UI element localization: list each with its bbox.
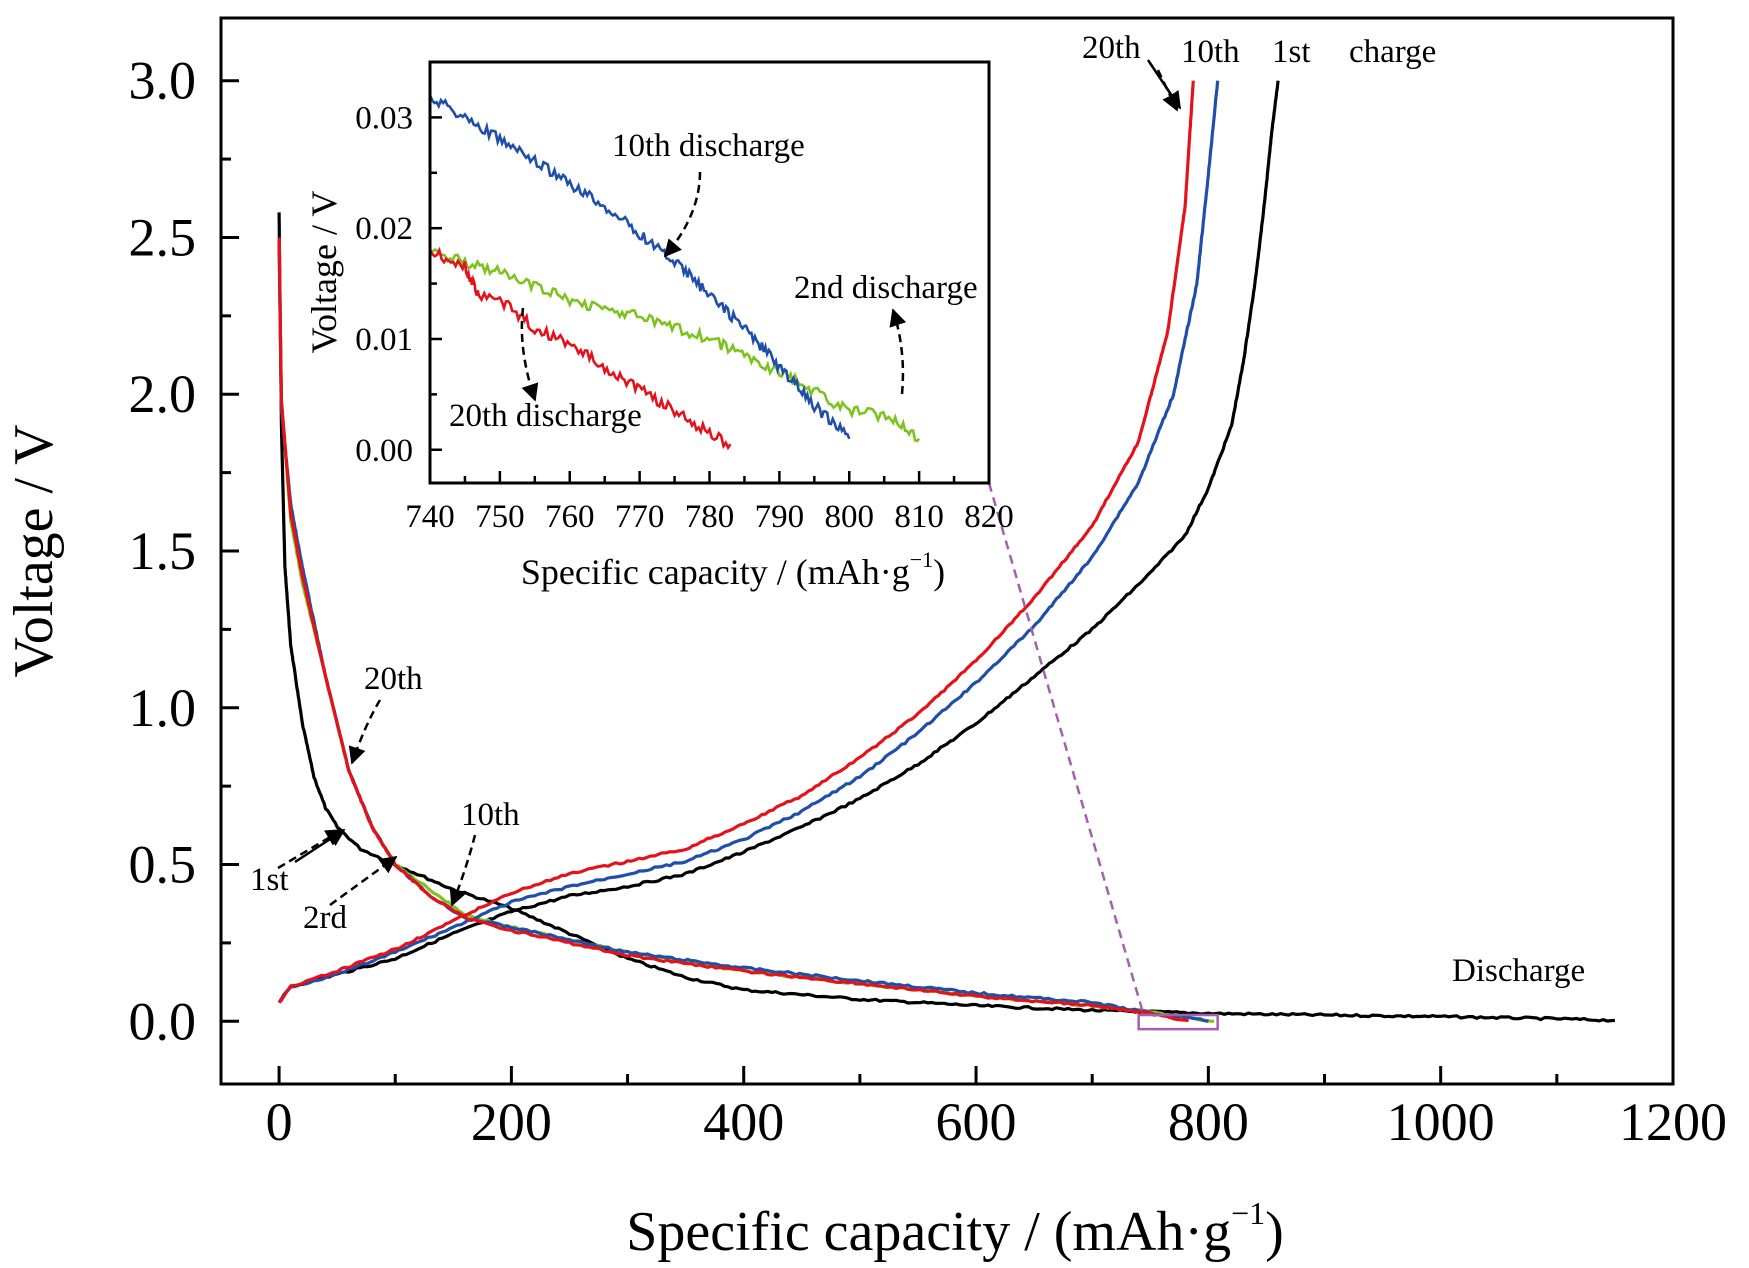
inset-x-tick-label: 790 xyxy=(755,499,805,535)
inset-annotation-10th: 10th discharge xyxy=(612,128,805,164)
inset-x-tick-label: 810 xyxy=(894,499,944,535)
main-series-lines xyxy=(277,80,1615,1023)
main-x-tick-label: 400 xyxy=(703,1092,784,1152)
arrow-2rd-discharge xyxy=(329,855,398,907)
main-y-tick-label: 1.0 xyxy=(129,678,197,738)
inset-annotation-20th: 20th discharge xyxy=(449,398,642,434)
arrow-20th-discharge xyxy=(348,699,382,765)
main-x-axis-label: Specific capacity / (mAh·g−1) xyxy=(626,1195,1284,1263)
inset-series-2nd xyxy=(429,247,921,443)
annotation-charge: charge xyxy=(1349,34,1436,70)
arrow-10th-discharge xyxy=(449,834,477,907)
inset-y-tick-label: 0.00 xyxy=(355,433,413,469)
annotation-1st-discharge: 1st xyxy=(250,862,289,898)
inset-arrow-2nd xyxy=(889,308,907,395)
series-10th-charge xyxy=(277,80,1220,1004)
inset-y-tick-label: 0.02 xyxy=(355,211,413,247)
main-axis-ticks: 0 200 400 600 800 1000 1200 0.0 0.5 1.0 1.5 2.0 2.5 3… xyxy=(129,51,1728,1152)
annotation-10th-charge: 10th xyxy=(1181,34,1240,70)
main-y-tick-label: 1.5 xyxy=(129,521,197,581)
inset-x-tick-label: 820 xyxy=(964,499,1014,535)
main-y-tick-label: 2.5 xyxy=(129,207,197,267)
inset-series-20th xyxy=(428,246,732,451)
main-y-tick-label: 0.5 xyxy=(129,835,197,895)
inset-x-tick-label: 760 xyxy=(545,499,595,535)
inset-arrow-10th xyxy=(663,171,702,258)
inset-x-tick-label: 770 xyxy=(615,499,665,535)
main-y-tick-label: 2.0 xyxy=(129,364,197,424)
inset-plot-background xyxy=(430,62,989,483)
series-20th-charge xyxy=(278,80,1195,1004)
annotation-10th-discharge: 10th xyxy=(461,797,520,833)
series-1st-discharge xyxy=(277,212,1615,1023)
main-x-tick-label: 800 xyxy=(1168,1092,1249,1152)
annotation-discharge: Discharge xyxy=(1452,953,1585,989)
inset-arrow-20th xyxy=(520,307,539,402)
annotation-20th-discharge: 20th xyxy=(364,661,423,697)
annotation-1st-charge: 1st xyxy=(1272,34,1311,70)
series-1st-charge xyxy=(277,80,1280,1004)
inset-y-tick-label: 0.03 xyxy=(355,100,413,136)
inset-series-10th xyxy=(428,94,851,440)
annotation-arrows xyxy=(277,59,1182,907)
main-y-tick-label: 3.0 xyxy=(129,51,197,111)
main-x-tick-label: 1200 xyxy=(1619,1092,1727,1152)
main-y-axis-label: Voltage / V xyxy=(3,424,65,677)
zoom-connector-line xyxy=(987,482,1145,1016)
annotation-20th-charge: 20th xyxy=(1082,30,1141,66)
main-y-tick-label: 0.0 xyxy=(129,991,197,1051)
inset-x-tick-label: 800 xyxy=(825,499,875,535)
inset-annotation-arrows xyxy=(520,171,907,402)
main-x-tick-label: 200 xyxy=(471,1092,552,1152)
arrow-10th-charge xyxy=(1156,69,1179,112)
inset-x-tick-label: 740 xyxy=(405,499,455,535)
main-x-tick-label: 600 xyxy=(936,1092,1017,1152)
inset-series-lines xyxy=(428,94,921,451)
arrow-1st-discharge-solid xyxy=(294,828,346,864)
inset-y-axis-label: Voltage / V xyxy=(304,191,344,354)
main-x-tick-label: 0 xyxy=(266,1092,293,1152)
main-x-tick-label: 1000 xyxy=(1387,1092,1495,1152)
inset-x-axis-label: Specific capacity / (mAh·g−1) xyxy=(521,547,945,592)
inset-annotation-2nd: 2nd discharge xyxy=(794,270,978,306)
zoom-region-box xyxy=(1137,1013,1219,1031)
inset-axis-ticks: 740 750 760 770 780 790 800 810 820 0.00 0.01 0.02 0… xyxy=(355,60,1014,535)
inset-x-tick-label: 780 xyxy=(685,499,735,535)
inset-x-tick-label: 750 xyxy=(475,499,525,535)
annotation-2rd-discharge: 2rd xyxy=(303,900,347,936)
inset-y-tick-label: 0.01 xyxy=(355,322,413,358)
